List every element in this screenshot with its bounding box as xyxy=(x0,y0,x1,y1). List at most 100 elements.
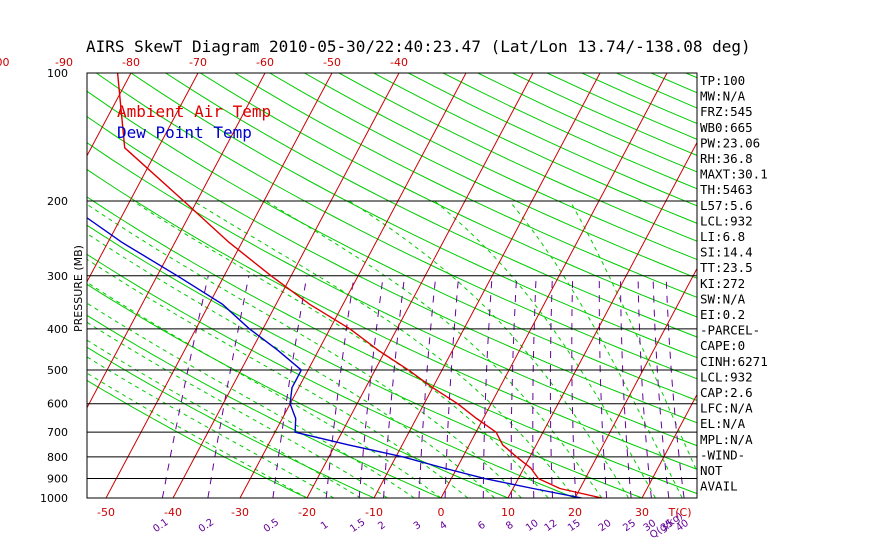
series-dew-point-temp xyxy=(87,216,582,498)
dry-adiabat xyxy=(96,73,697,380)
mixing-ratio-tick: 20 xyxy=(597,518,614,534)
mixing-ratio-tick: 4 xyxy=(438,520,450,533)
isotherm xyxy=(87,73,132,157)
legend-dew-point-temp: Dew Point Temp xyxy=(117,123,252,142)
dry-adiabat xyxy=(87,314,442,498)
mixing-ratio-tick: 15 xyxy=(566,518,583,534)
mixing-ratio-tick: 10 xyxy=(524,518,541,534)
dry-adiabat xyxy=(87,142,697,447)
moist-adiabat xyxy=(434,200,656,498)
stat-item: TP:100 xyxy=(700,73,745,88)
top-temp-tick: -90 xyxy=(55,56,73,69)
bottom-temp-tick: -30 xyxy=(231,506,249,519)
moist-adiabat xyxy=(132,200,549,498)
stats-panel: TP:100MW:N/AFRZ:545WB0:665PW:23.06RH:36.… xyxy=(700,73,768,494)
profile-layer xyxy=(87,73,602,498)
bottom-temp-tick: T(C) xyxy=(668,506,692,519)
stat-item: L57:5.6 xyxy=(700,198,753,213)
stat-item: -PARCEL- xyxy=(700,323,760,338)
dry-adiabat xyxy=(130,73,697,359)
dry-adiabat xyxy=(373,73,697,224)
isotherm xyxy=(87,73,266,409)
stat-item: LI:6.8 xyxy=(700,229,745,244)
grid-layer xyxy=(87,73,870,498)
bottom-temp-tick: -10 xyxy=(365,506,383,519)
mixing-ratio-tick: 0.5 xyxy=(262,517,281,535)
stat-item: EI:0.2 xyxy=(700,307,745,322)
stat-item: CAP:2.6 xyxy=(700,385,753,400)
dry-adiabat xyxy=(338,73,697,242)
dry-adiabat xyxy=(234,73,697,298)
mixing-ratio-tick: 2 xyxy=(376,520,388,533)
dry-adiabat xyxy=(165,73,697,338)
profiles xyxy=(87,73,602,498)
stat-item: AVAIL xyxy=(700,479,738,494)
mixing-ratio-tick: 1 xyxy=(319,520,331,533)
moist-adiabat xyxy=(87,233,495,498)
moist-adiabat xyxy=(87,302,415,498)
pressure-tick: 600 xyxy=(47,398,68,411)
dry-adiabat xyxy=(304,73,697,261)
mixing-ratio-line xyxy=(571,275,577,498)
dry-adiabat xyxy=(87,224,643,498)
stat-item: LCL:932 xyxy=(700,213,753,228)
stat-item: CINH:6271 xyxy=(700,354,768,369)
pressure-tick: 800 xyxy=(47,451,68,464)
dry-adiabat xyxy=(87,90,697,401)
mixing-ratio-line xyxy=(482,275,493,498)
top-temp-tick: -70 xyxy=(189,56,207,69)
pressure-tick: 700 xyxy=(47,426,68,439)
isotherm xyxy=(574,267,697,498)
stat-item: TT:23.5 xyxy=(700,260,753,275)
stat-item: EL:N/A xyxy=(700,416,746,431)
mixing-ratio-tick: 0.2 xyxy=(197,517,216,535)
legend-ambient-air-temp: Ambient Air Temp xyxy=(117,102,271,121)
axis-layer: 1002003004005006007008009001000-120-110-… xyxy=(0,56,698,541)
mixing-ratio-tick: 12 xyxy=(543,518,560,534)
moist-adiabat xyxy=(87,258,469,498)
isotherm xyxy=(641,393,697,498)
top-temp-tick: -100 xyxy=(0,56,9,69)
pressure-tick: 1000 xyxy=(40,492,68,505)
pressure-tick: 100 xyxy=(47,67,68,80)
mixing-ratio-line xyxy=(444,275,460,498)
plot-area xyxy=(87,73,870,498)
top-temp-tick: -50 xyxy=(323,56,341,69)
dry-adiabat xyxy=(269,73,697,279)
stat-item: KI:272 xyxy=(700,276,745,291)
isotherm xyxy=(105,73,333,498)
dry-adiabat xyxy=(87,253,576,498)
mixing-ratio-tick: 6 xyxy=(476,520,488,533)
moist-adiabat xyxy=(569,200,697,473)
isotherm xyxy=(507,141,697,498)
dry-adiabat xyxy=(87,379,308,498)
stat-item: PW:23.06 xyxy=(700,135,760,150)
stat-item: WB0:665 xyxy=(700,120,753,135)
stat-item: SW:N/A xyxy=(700,291,746,306)
dry-adiabat xyxy=(408,73,697,207)
dry-adiabat xyxy=(87,116,697,424)
pressure-tick: 500 xyxy=(47,364,68,377)
stat-item: MPL:N/A xyxy=(700,432,753,447)
mixing-ratio-line xyxy=(510,275,518,498)
bottom-temp-tick: 20 xyxy=(568,506,582,519)
y-axis-label: PRESSURE (MB) xyxy=(72,245,85,332)
bottom-temp-tick: 30 xyxy=(635,506,649,519)
pressure-tick: 400 xyxy=(47,323,68,336)
top-temp-tick: -40 xyxy=(390,56,408,69)
pressure-tick: 900 xyxy=(47,473,68,486)
mixing-ratio-line xyxy=(637,275,652,498)
stat-item: SI:14.4 xyxy=(700,245,753,260)
isotherm xyxy=(373,73,601,498)
stat-item: CAPE:0 xyxy=(700,338,745,353)
mixing-ratio-line xyxy=(532,275,537,498)
isotherm xyxy=(440,73,668,498)
isotherm xyxy=(776,73,870,498)
mixing-ratio-tick: 0.1 xyxy=(151,517,170,535)
dry-adiabat xyxy=(200,73,697,318)
bottom-temp-tick: -50 xyxy=(97,506,115,519)
top-temp-tick: -80 xyxy=(122,56,140,69)
dry-adiabat xyxy=(442,73,697,190)
isotherm xyxy=(306,73,534,498)
